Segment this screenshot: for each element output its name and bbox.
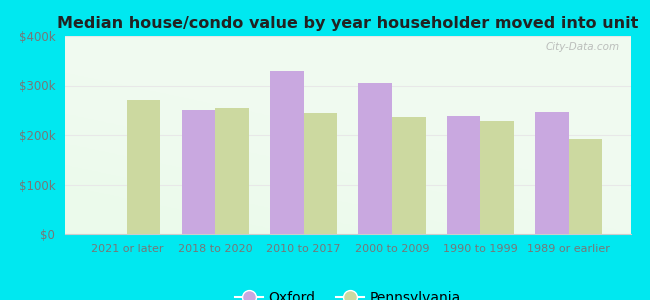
Bar	[480, 121, 514, 234]
Bar	[569, 139, 602, 234]
Bar	[447, 116, 480, 234]
Bar	[358, 83, 392, 234]
Bar	[215, 108, 249, 234]
Bar	[270, 71, 304, 234]
Title: Median house/condo value by year householder moved into unit: Median house/condo value by year househo…	[57, 16, 638, 31]
Bar	[392, 117, 426, 234]
Bar	[535, 112, 569, 234]
Bar	[304, 113, 337, 234]
Bar	[181, 110, 215, 234]
Text: City-Data.com: City-Data.com	[545, 42, 619, 52]
Bar	[127, 100, 161, 234]
Legend: Oxford, Pennsylvania: Oxford, Pennsylvania	[229, 285, 466, 300]
